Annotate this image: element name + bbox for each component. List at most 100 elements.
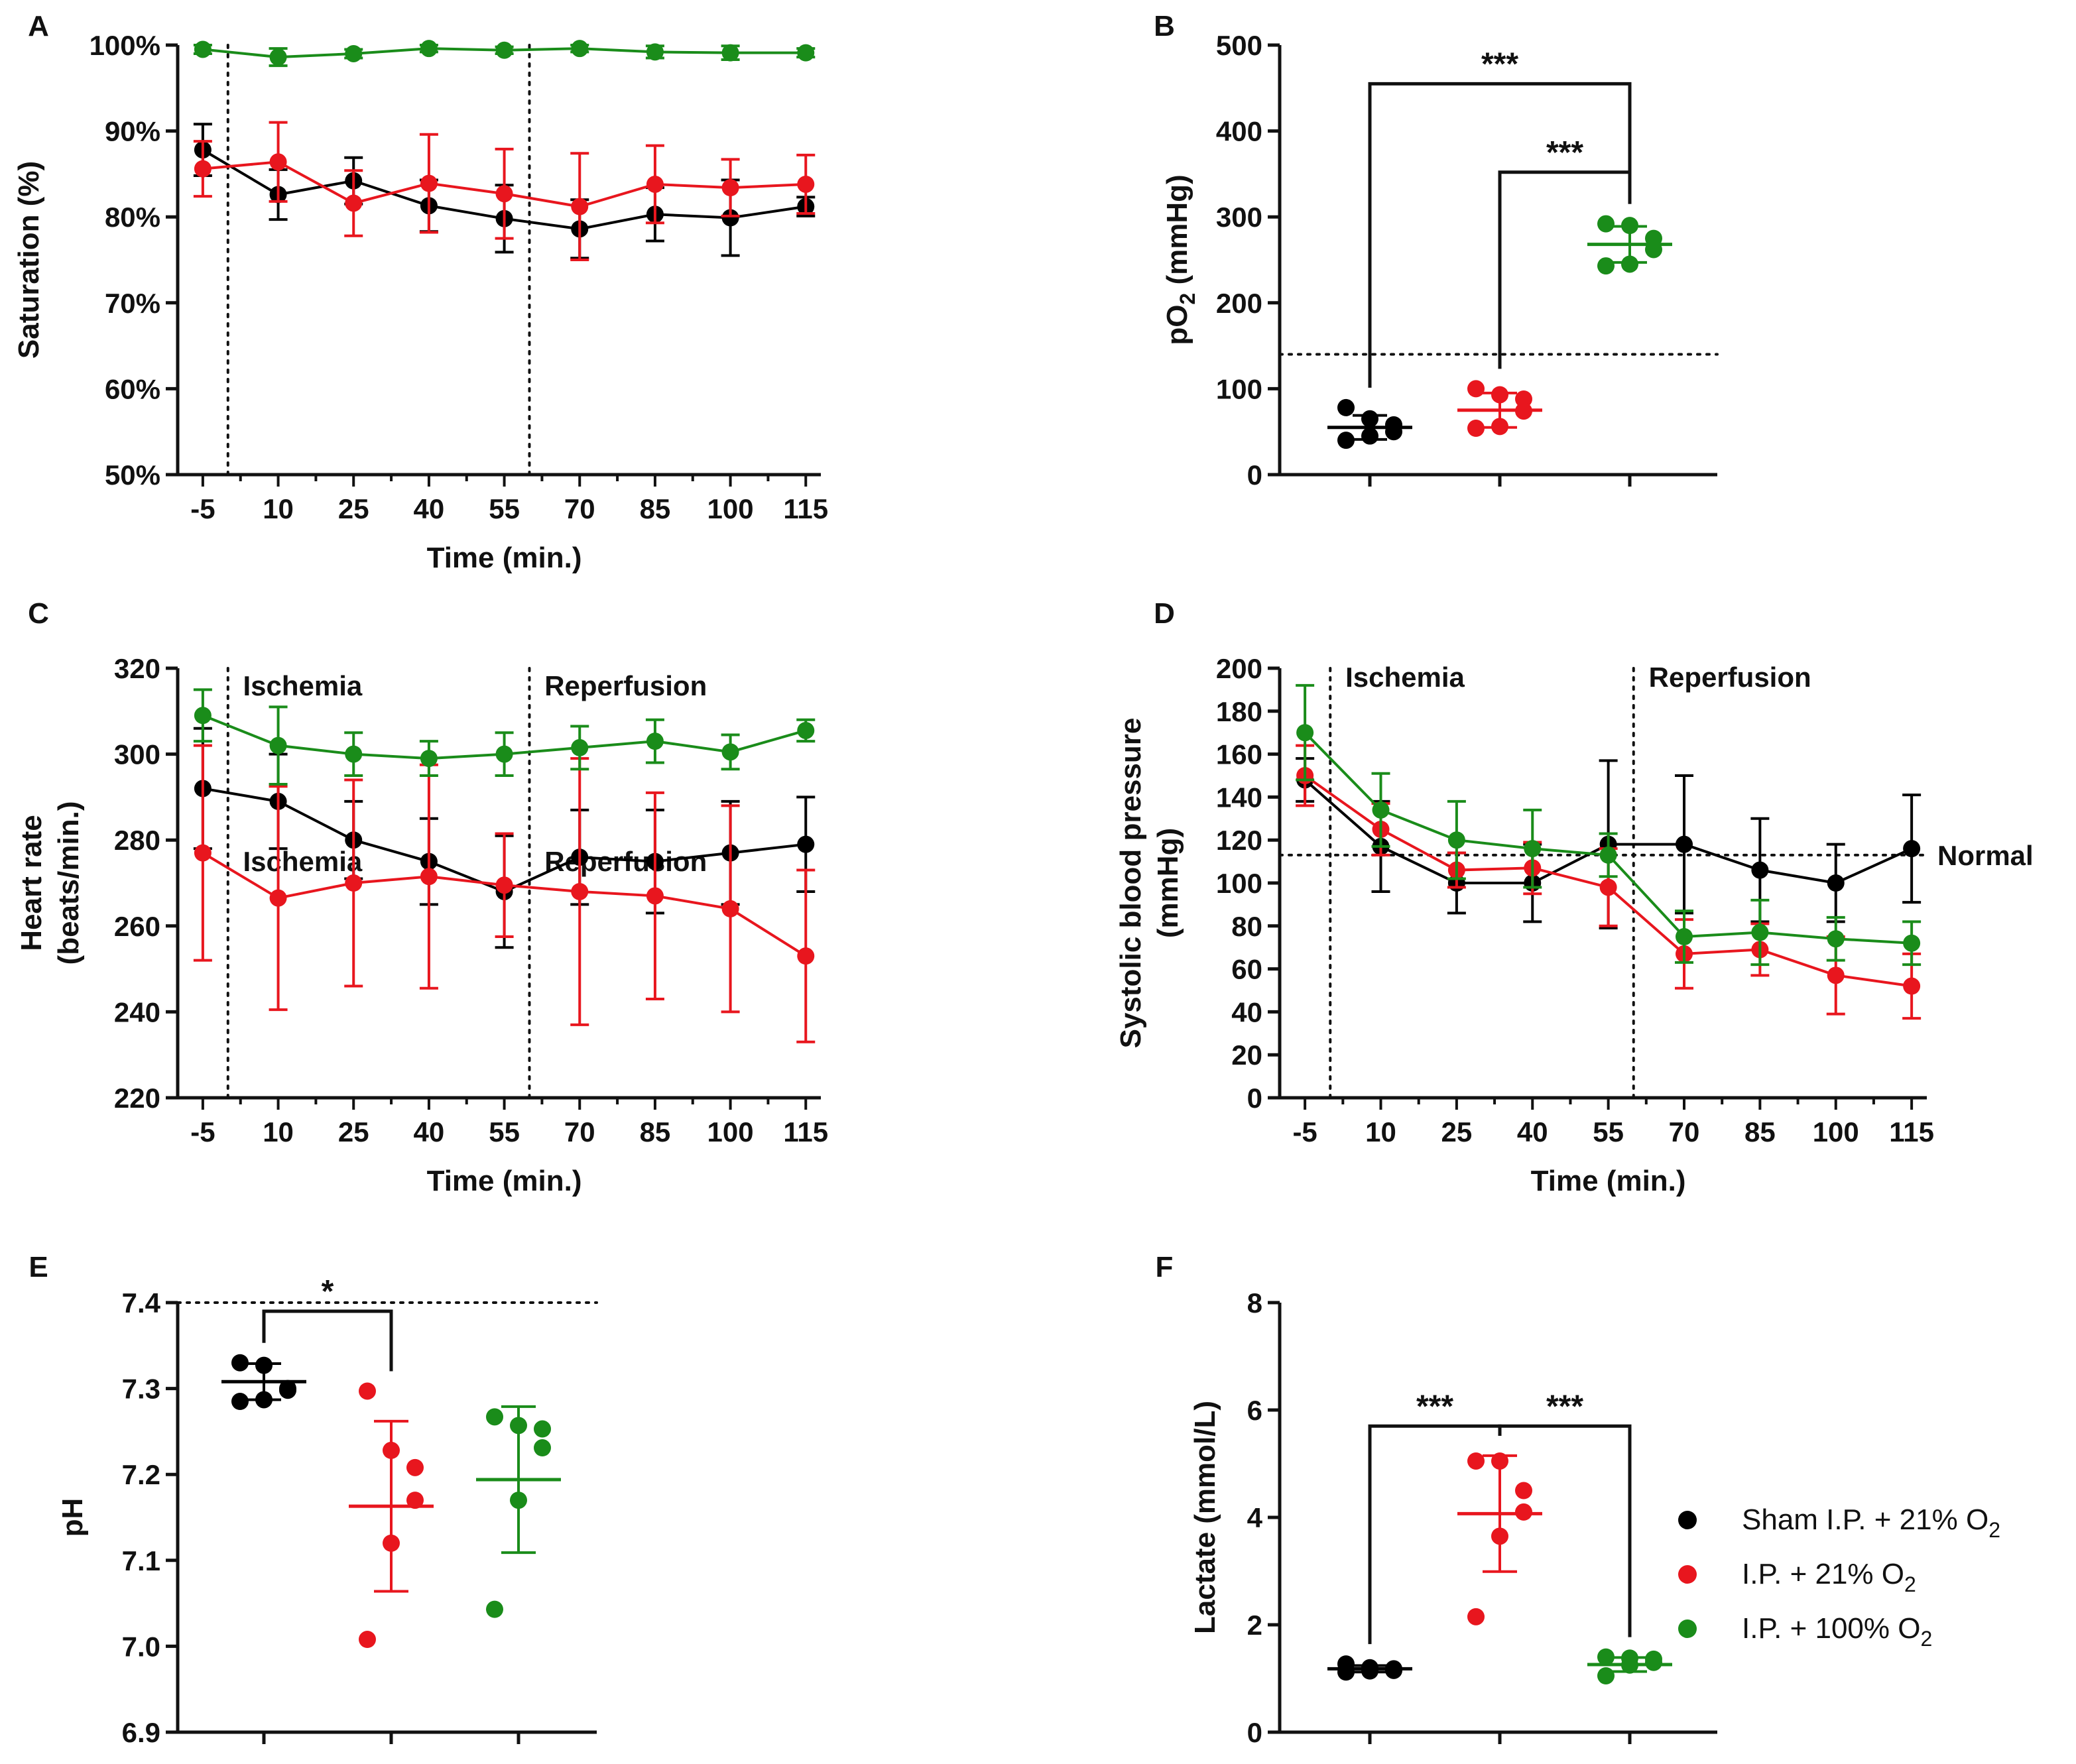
group-ip21 bbox=[1457, 1452, 1542, 1625]
legend-label-ip100: I.P. + 100% O2 bbox=[1742, 1612, 1932, 1651]
data-point bbox=[510, 1492, 527, 1509]
data-point bbox=[1827, 874, 1845, 892]
series-ip100 bbox=[193, 40, 816, 68]
y-tick-label: 280 bbox=[114, 825, 160, 856]
y-tick-label: 8 bbox=[1247, 1287, 1262, 1319]
legend: Sham I.P. + 21% O2 I.P. + 21% O2 I.P. + … bbox=[1678, 1503, 2000, 1651]
x-tick-label: 70 bbox=[564, 493, 595, 524]
x-tick-label: -5 bbox=[190, 1116, 215, 1147]
data-point bbox=[345, 874, 363, 892]
reference-label: Normal bbox=[1937, 840, 2034, 871]
data-point bbox=[1903, 934, 1921, 952]
data-point bbox=[255, 1391, 273, 1409]
data-point bbox=[571, 198, 589, 215]
data-point bbox=[1597, 1648, 1615, 1666]
data-point bbox=[269, 48, 287, 66]
data-point bbox=[1515, 1482, 1532, 1499]
data-point bbox=[1751, 861, 1769, 879]
x-tick-label: 100 bbox=[707, 493, 754, 524]
data-point bbox=[1337, 1663, 1355, 1681]
legend-marker-ip100 bbox=[1678, 1619, 1697, 1638]
data-point bbox=[1372, 801, 1390, 819]
phase-label: Reperfusion bbox=[1649, 662, 1811, 693]
data-point bbox=[797, 835, 815, 853]
y-tick-label: 6 bbox=[1247, 1395, 1262, 1426]
data-point bbox=[1467, 380, 1485, 398]
x-tick-label: 10 bbox=[263, 493, 294, 524]
x-tick-label: 85 bbox=[640, 1116, 671, 1147]
x-tick-label: 40 bbox=[414, 493, 445, 524]
data-point bbox=[721, 179, 739, 197]
data-point bbox=[1827, 967, 1845, 984]
data-point bbox=[1597, 215, 1615, 233]
bracket-line bbox=[1368, 82, 1632, 388]
y-tick-label: 220 bbox=[114, 1083, 160, 1114]
legend-marker-ip21 bbox=[1678, 1565, 1697, 1584]
data-point bbox=[534, 1439, 551, 1457]
group-ip21 bbox=[349, 1382, 434, 1649]
y-tick-label: 240 bbox=[114, 996, 160, 1028]
x-axis-label: Time (min.) bbox=[427, 542, 582, 574]
y-tick-label: 7.3 bbox=[122, 1374, 160, 1405]
x-tick-label: 10 bbox=[263, 1116, 294, 1147]
legend-label-sham: Sham I.P. + 21% O2 bbox=[1742, 1503, 2000, 1542]
data-point bbox=[721, 209, 739, 227]
phase-label: Ischemia bbox=[1345, 662, 1465, 693]
phase-label: Ischemia bbox=[243, 846, 363, 877]
group-ip100 bbox=[1587, 215, 1672, 275]
x-tick-label: 25 bbox=[1441, 1116, 1473, 1147]
significance-label: *** bbox=[1546, 1389, 1583, 1424]
y-tick-label: 400 bbox=[1216, 116, 1262, 147]
group-sham bbox=[1327, 1655, 1412, 1681]
data-point bbox=[571, 40, 589, 58]
chart-d: D 0 20 40 60 80 100 120 140 160 180 200 -5 10 25 40 55 70… bbox=[1115, 597, 2034, 1197]
data-point bbox=[797, 175, 815, 193]
data-point bbox=[1676, 835, 1693, 853]
y-tick-label: 7.4 bbox=[122, 1287, 161, 1319]
y-tick-label: 60% bbox=[105, 373, 160, 404]
data-point bbox=[1827, 930, 1845, 948]
data-point bbox=[420, 174, 438, 192]
chart-e: E 6.9 7.0 7.1 7.2 7.3 7.4 pH * bbox=[29, 1251, 598, 1748]
data-point bbox=[646, 733, 664, 750]
y-tick-label: 2 bbox=[1247, 1610, 1262, 1641]
x-tick-label: 100 bbox=[707, 1116, 754, 1147]
data-point bbox=[721, 743, 739, 761]
x-tick-label: 70 bbox=[564, 1116, 595, 1147]
data-point bbox=[345, 745, 363, 763]
data-point bbox=[359, 1631, 376, 1649]
data-point bbox=[646, 887, 664, 905]
y-tick-label: 300 bbox=[1216, 202, 1262, 233]
data-point bbox=[1337, 432, 1355, 449]
x-tick-label: 85 bbox=[1744, 1116, 1776, 1147]
y-tick-label: 500 bbox=[1216, 30, 1262, 61]
data-point bbox=[406, 1492, 424, 1509]
y-tick-label: 200 bbox=[1216, 288, 1262, 319]
y-tick-label: 320 bbox=[114, 653, 160, 684]
data-point bbox=[1491, 1527, 1508, 1545]
x-tick-label: -5 bbox=[190, 493, 215, 524]
data-point bbox=[231, 1354, 249, 1372]
phase-label: Reperfusion bbox=[544, 670, 707, 701]
y-tick-label: 100% bbox=[90, 30, 160, 61]
data-point bbox=[345, 194, 363, 212]
data-point bbox=[486, 1408, 503, 1426]
x-axis-label: Time (min.) bbox=[1531, 1165, 1686, 1197]
data-point bbox=[383, 1441, 400, 1459]
data-point bbox=[1467, 1452, 1485, 1470]
bracket-line bbox=[1498, 170, 1632, 369]
data-point bbox=[1621, 217, 1638, 235]
significance-bracket: *** bbox=[1498, 1389, 1632, 1637]
y-tick-label: 7.2 bbox=[122, 1459, 160, 1490]
y-axis-label: Heart rate (beats/min.) bbox=[15, 801, 85, 965]
data-point bbox=[1491, 386, 1508, 404]
y-axis-label: pO2 (mmHg) bbox=[1161, 174, 1199, 345]
data-point bbox=[1467, 1608, 1485, 1625]
x-tick-label: 85 bbox=[640, 493, 671, 524]
data-point bbox=[383, 1534, 400, 1552]
data-point bbox=[1903, 977, 1921, 995]
x-tick-label: 25 bbox=[338, 1116, 369, 1147]
y-tick-label: 180 bbox=[1216, 696, 1262, 727]
y-tick-label: 40 bbox=[1231, 996, 1262, 1028]
